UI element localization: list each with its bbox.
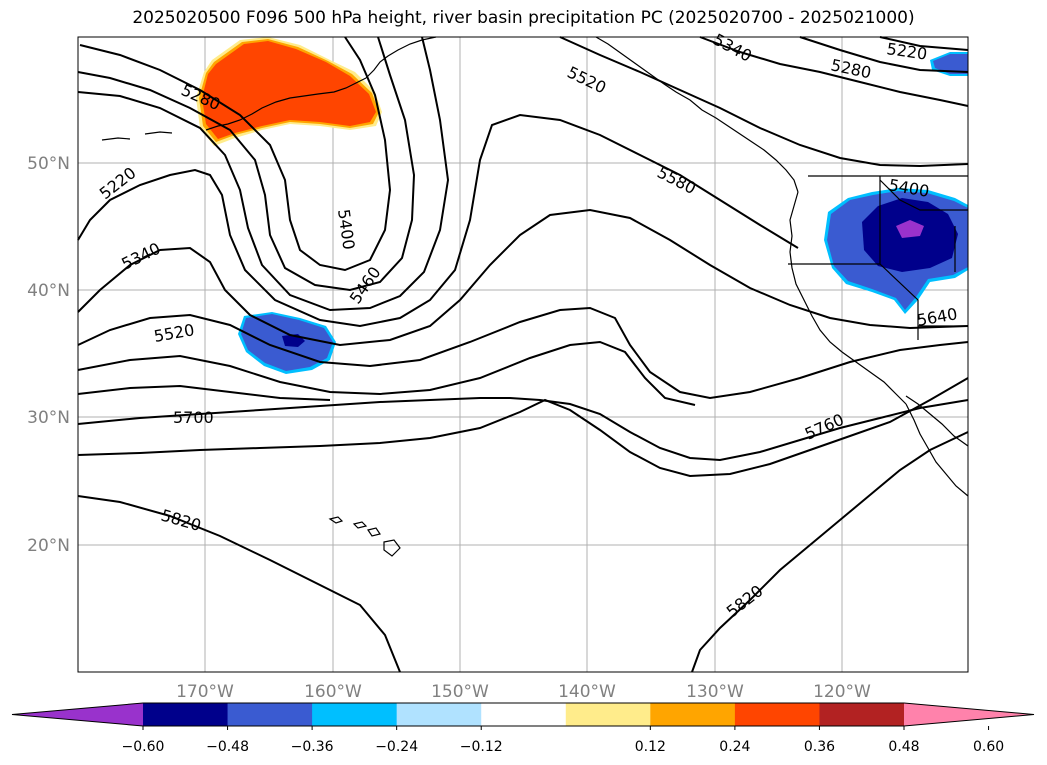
- colorbar-segment: [396, 703, 482, 726]
- colorbar-tick-label: −0.24: [375, 739, 418, 755]
- colorbar-tick-label: −0.36: [291, 739, 334, 755]
- colorbar-segment: [819, 703, 905, 726]
- colorbar-segment: [481, 703, 567, 726]
- colorbar-extend-low: [12, 703, 143, 726]
- lon-tick-labels: 170°W 160°W 150°W 140°W 130°W 120°W: [176, 682, 871, 702]
- lon-tick-label: 120°W: [813, 682, 871, 702]
- colorbar-segment: [565, 703, 651, 726]
- colorbar: −0.60 −0.48 −0.36 −0.24 −0.12 0.12 0.24 0.36 0.4…: [11, 702, 1035, 755]
- colorbar-tick-label: 0.12: [635, 739, 666, 755]
- gridlines: [78, 37, 968, 672]
- lat-tick-label: 40°N: [27, 281, 70, 301]
- colorbar-extend-high: [904, 703, 1034, 726]
- lat-tick-label: 50°N: [27, 154, 70, 174]
- colorbar-tick-label: −0.60: [122, 739, 165, 755]
- colorbar-tick-label: 0.60: [973, 739, 1004, 755]
- map-title: 2025020500 F096 500 hPa height, river ba…: [132, 8, 915, 28]
- colorbar-tick-label: 0.24: [719, 739, 750, 755]
- colorbar-segment: [650, 703, 736, 726]
- colorbar-tick-label: 0.48: [888, 739, 919, 755]
- coastlines: [101, 36, 969, 557]
- lon-tick-label: 170°W: [176, 682, 234, 702]
- precip-anomaly-alaska: [196, 37, 382, 146]
- colorbar-tick-label: −0.48: [206, 739, 249, 755]
- height-contours: [77, 36, 969, 673]
- colorbar-segment: [143, 703, 229, 726]
- lat-tick-labels: 50°N 40°N 30°N 20°N: [27, 154, 70, 556]
- contour-labels: 5280 5220 5340 5400 5460 5520 5700 5820 …: [96, 30, 959, 621]
- colorbar-segment: [312, 703, 398, 726]
- colorbar-segment: [227, 703, 313, 726]
- colorbar-tick-label: −0.12: [460, 739, 503, 755]
- lat-tick-label: 20°N: [27, 536, 70, 556]
- precip-anomaly-western-us: [824, 188, 968, 314]
- lon-tick-label: 130°W: [686, 682, 744, 702]
- lat-tick-label: 30°N: [27, 408, 70, 428]
- lon-tick-label: 140°W: [558, 682, 616, 702]
- map-frame: [77, 36, 969, 673]
- colorbar-tick-label: 0.36: [804, 739, 835, 755]
- lon-tick-label: 160°W: [304, 682, 362, 702]
- lon-tick-label: 150°W: [431, 682, 489, 702]
- colorbar-segment: [734, 703, 820, 726]
- contour-label: 5700: [173, 408, 214, 427]
- map-panel: 5280 5220 5340 5400 5460 5520 5700 5820 …: [77, 30, 969, 673]
